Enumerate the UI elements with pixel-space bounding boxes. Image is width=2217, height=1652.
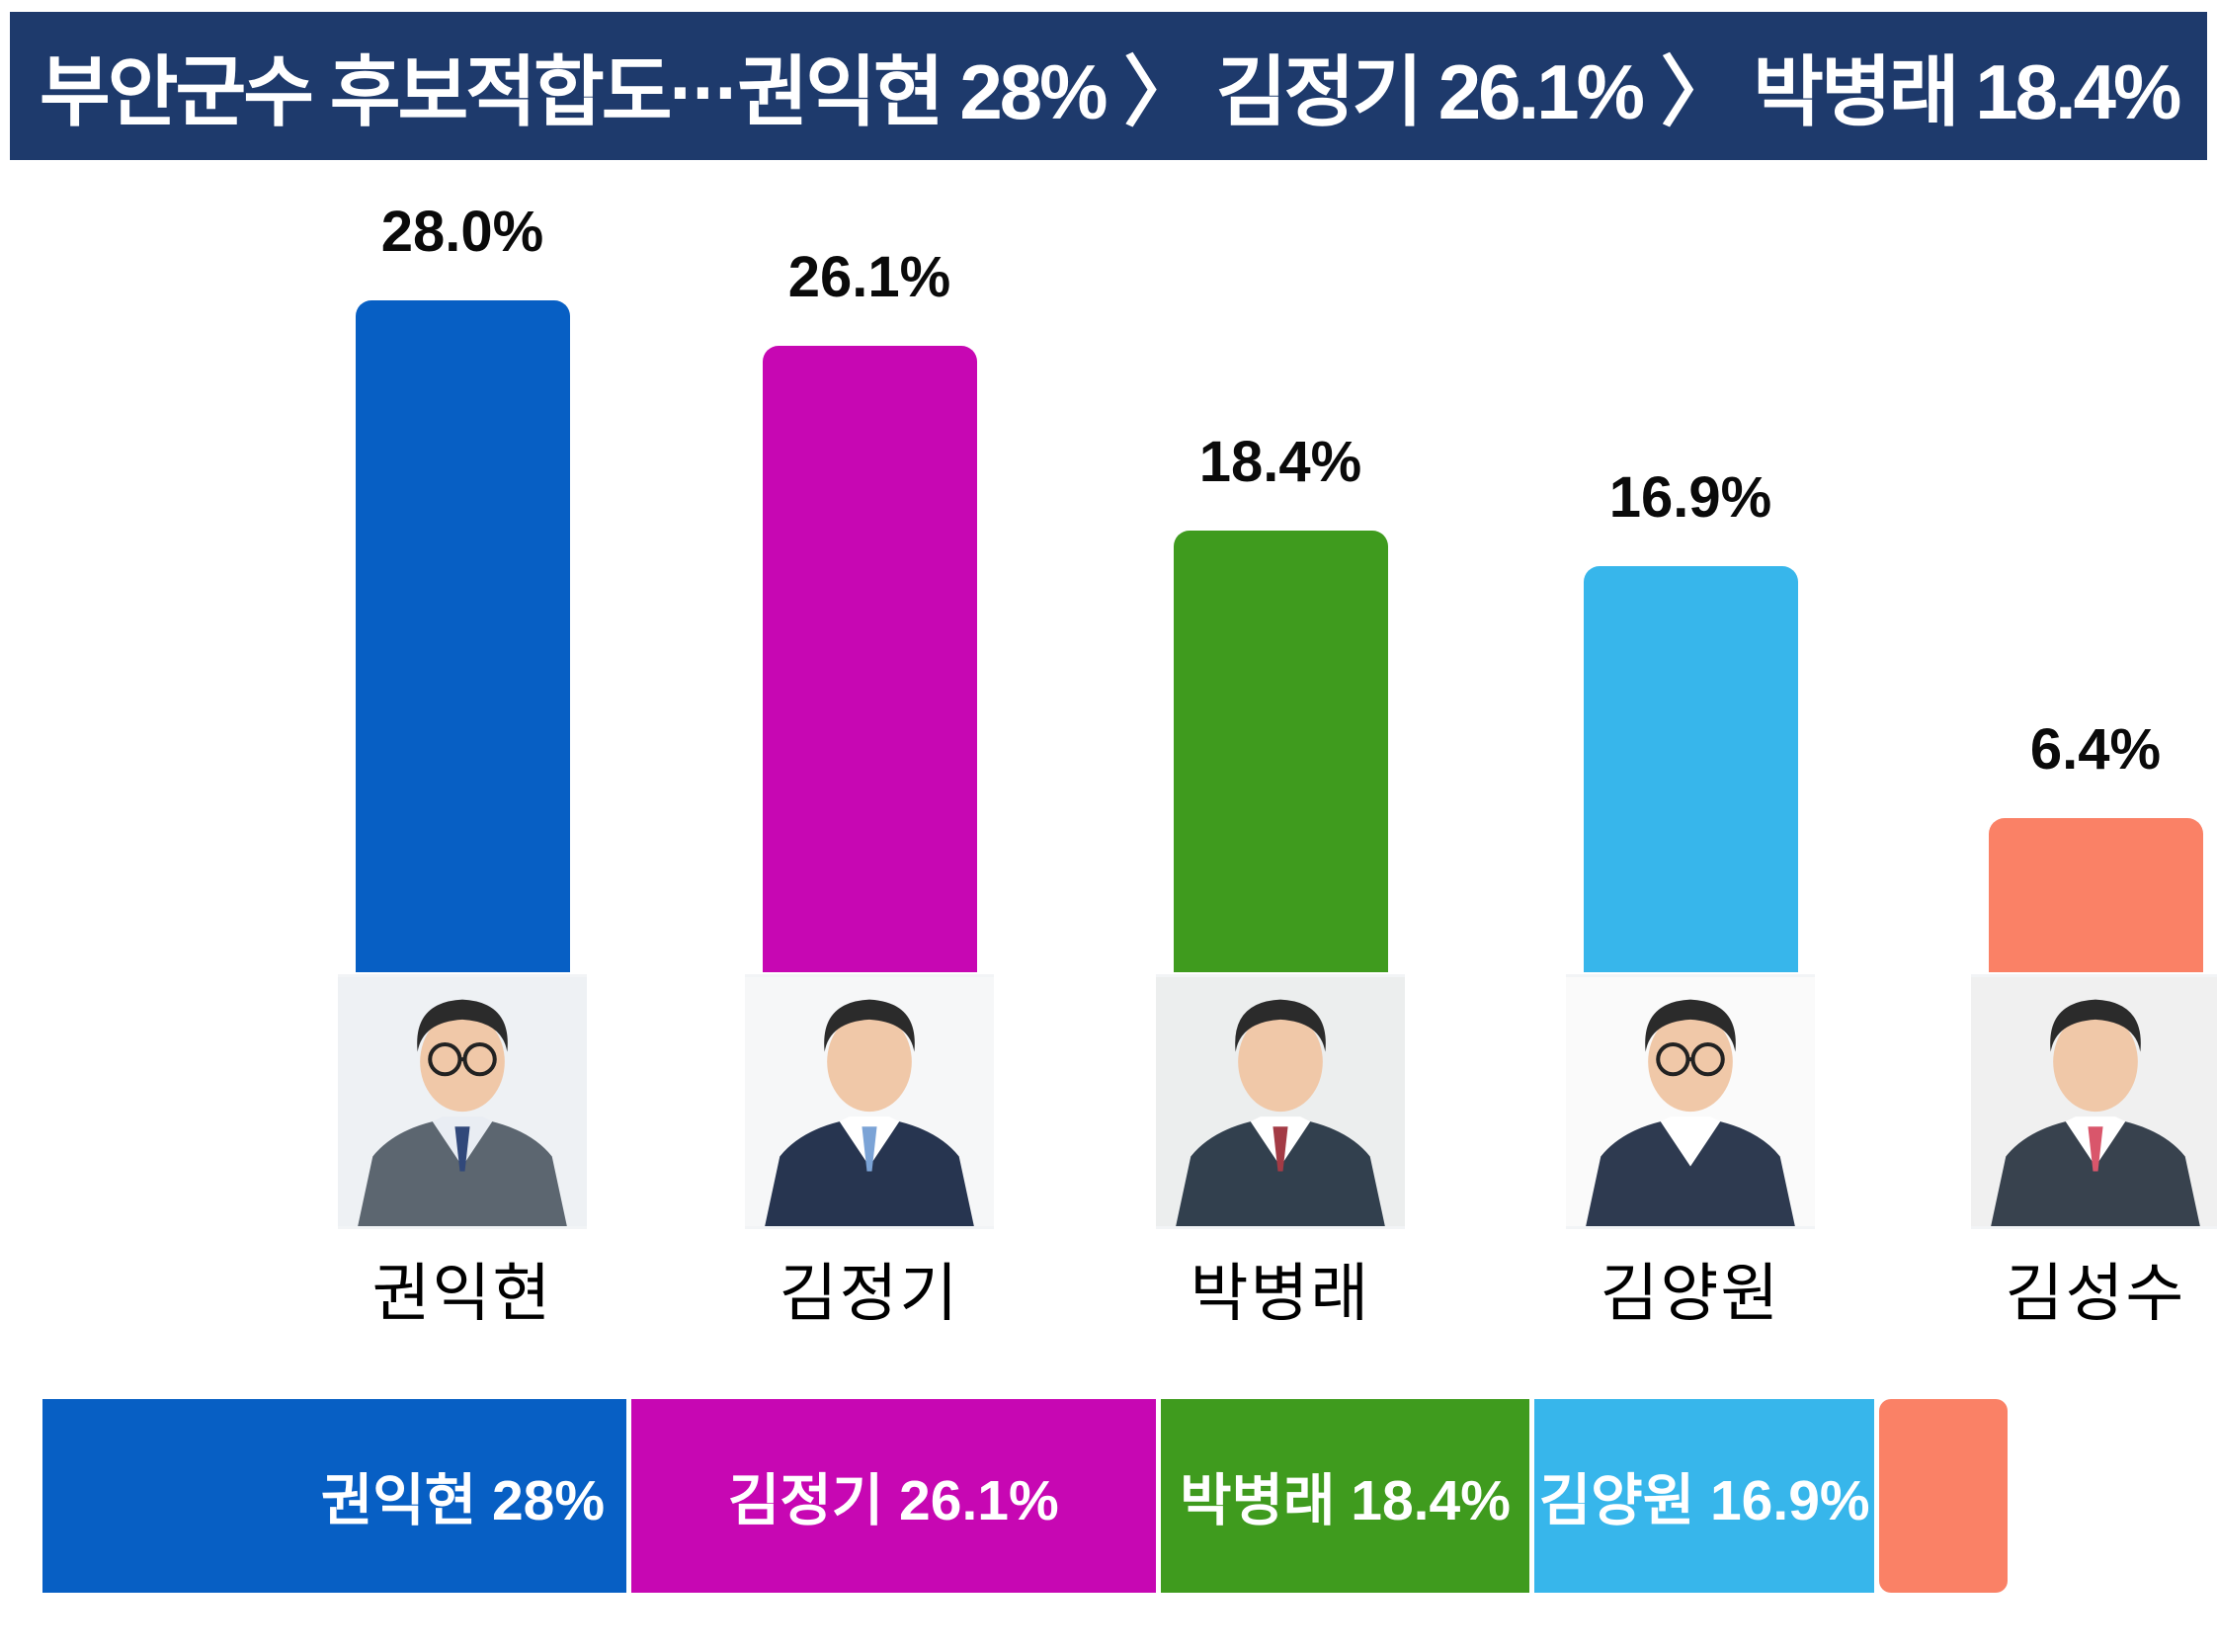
title-bar: 부안군수 후보적합도···권익현 28% 〉 김정기 26.1% 〉 박병래 1… bbox=[10, 12, 2207, 160]
stacked-segment bbox=[1878, 1399, 2009, 1593]
candidate-column: 16.9% 김양원 bbox=[1487, 0, 1894, 1334]
stacked-segment-label: 권익현 28% bbox=[320, 1469, 606, 1532]
candidate-photo bbox=[1566, 974, 1815, 1229]
candidate-column: 26.1% 김정기 bbox=[666, 0, 1073, 1334]
page-title: 부안군수 후보적합도···권익현 28% 〉 김정기 26.1% 〉 박병래 1… bbox=[40, 48, 2181, 135]
candidate-column: 28.0% 권익현 bbox=[259, 0, 666, 1334]
candidate-photo bbox=[745, 974, 994, 1229]
stacked-segment-label: 김양원 16.9% bbox=[1538, 1469, 1870, 1532]
bar-value-label: 26.1% bbox=[787, 245, 951, 309]
candidate-name: 김성수 bbox=[2005, 1258, 2186, 1329]
candidate-column: 6.4% 김성수 bbox=[1892, 0, 2217, 1334]
candidate-photo bbox=[338, 974, 587, 1229]
candidate-name: 김양원 bbox=[1600, 1258, 1781, 1329]
stacked-segment-label: 박병래 18.4% bbox=[1180, 1469, 1511, 1532]
candidate-photo bbox=[1971, 974, 2217, 1229]
bar-value-label: 16.9% bbox=[1608, 465, 1772, 530]
candidate-name: 박병래 bbox=[1190, 1258, 1371, 1329]
bar bbox=[1583, 566, 1798, 972]
candidate-column: 18.4% 박병래 bbox=[1077, 0, 1484, 1334]
bar-value-label: 6.4% bbox=[2029, 717, 2162, 782]
stacked-segment: 김양원 16.9% bbox=[1534, 1399, 1874, 1593]
bar-value-label: 18.4% bbox=[1198, 430, 1362, 494]
bar bbox=[1173, 531, 1388, 972]
stacked-result-bar: 권익현 28% 김정기 26.1% 박병래 18.4% 김양원 16.9% bbox=[42, 1399, 2009, 1593]
portrait-placeholder-graphic bbox=[1971, 977, 2217, 1226]
portrait-placeholder-graphic bbox=[1156, 977, 1405, 1226]
portrait-placeholder-graphic bbox=[338, 977, 587, 1226]
stacked-segment: 박병래 18.4% bbox=[1160, 1399, 1530, 1593]
portrait-placeholder-graphic bbox=[1566, 977, 1815, 1226]
candidate-name: 김정기 bbox=[779, 1258, 960, 1329]
candidate-photo bbox=[1156, 974, 1405, 1229]
stacked-segment: 김정기 26.1% bbox=[631, 1399, 1156, 1593]
stacked-segment: 권익현 28% bbox=[42, 1399, 627, 1593]
bar bbox=[762, 346, 977, 972]
bar bbox=[1988, 818, 2203, 972]
candidate-name: 권익현 bbox=[371, 1258, 553, 1329]
stacked-segment-label: 김정기 26.1% bbox=[727, 1469, 1059, 1532]
bar-value-label: 28.0% bbox=[380, 200, 544, 264]
portrait-placeholder-graphic bbox=[745, 977, 994, 1226]
bar bbox=[355, 300, 570, 972]
